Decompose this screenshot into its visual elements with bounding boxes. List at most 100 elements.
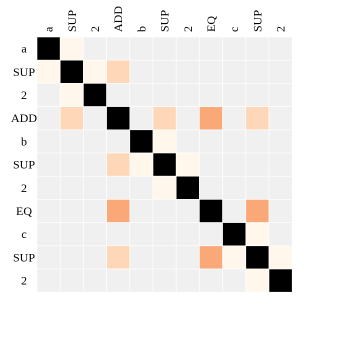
heatmap-cell	[175, 152, 200, 177]
heatmap-cell	[129, 268, 154, 293]
heatmap-cell	[268, 245, 293, 270]
heatmap-cell	[245, 106, 270, 131]
heatmap-cell	[199, 222, 223, 247]
heatmap-cell	[59, 175, 84, 200]
heatmap-cell	[245, 83, 270, 107]
heatmap-cell	[129, 106, 154, 131]
column-labels: a SUP 2 ADD b SUP 2 EQ c SUP 2	[42, 6, 288, 32]
heatmap-cell	[199, 152, 223, 177]
heatmap-cell	[175, 222, 200, 247]
heatmap-cell	[268, 222, 293, 247]
heatmap-cell	[36, 222, 61, 247]
heatmap-cell	[129, 129, 154, 154]
heatmap-cell	[106, 222, 131, 247]
heatmap-cell	[245, 222, 270, 247]
row-label: SUP	[13, 158, 35, 172]
row-label: b	[21, 134, 27, 148]
heatmap-cell	[106, 83, 131, 107]
heatmap-cell	[175, 245, 200, 270]
heatmap-cell	[83, 36, 107, 61]
column-label: ADD	[111, 6, 125, 32]
heatmap-cell	[245, 245, 270, 270]
heatmap-cell	[199, 175, 223, 200]
heatmap-cell	[129, 36, 154, 61]
row-label: EQ	[16, 204, 32, 218]
row-labels: a SUP 2 ADD b SUP 2 EQ c SUP 2	[11, 42, 37, 288]
heatmap-cell	[199, 36, 223, 61]
heatmap-cell	[222, 83, 247, 107]
heatmap-cell	[199, 83, 223, 107]
heatmap-cell	[175, 268, 200, 293]
heatmap-cell	[222, 59, 247, 84]
heatmap-cell	[152, 152, 177, 177]
heatmap-cell	[106, 175, 131, 200]
heatmap-cell	[222, 175, 247, 200]
heatmap-cell	[222, 129, 247, 154]
heatmap-cell	[83, 152, 107, 177]
heatmap-cell	[36, 83, 61, 107]
heatmap-cell	[83, 199, 107, 223]
column-label: 2	[88, 26, 102, 32]
heatmap-cell	[106, 199, 131, 223]
heatmap-cell	[222, 36, 247, 61]
heatmap-cell	[245, 199, 270, 223]
heatmap-cell	[59, 106, 84, 131]
heatmap-cell	[222, 222, 247, 247]
heatmap-cell	[245, 36, 270, 61]
heatmap-cell	[59, 222, 84, 247]
heatmap-cell	[175, 199, 200, 223]
heatmap-cell	[129, 245, 154, 270]
column-label: SUP	[158, 10, 172, 32]
column-label: 2	[181, 26, 195, 32]
heatmap-cell	[245, 59, 270, 84]
heatmap-cell	[268, 175, 293, 200]
heatmap-cell	[59, 199, 84, 223]
heatmap-cell	[59, 268, 84, 293]
column-label: c	[227, 27, 241, 32]
heatmap-cell	[199, 199, 223, 223]
heatmap-cell	[83, 106, 107, 131]
heatmap-cell	[152, 199, 177, 223]
heatmap-cell	[268, 83, 293, 107]
heatmap-cell	[268, 106, 293, 131]
row-label: c	[21, 227, 26, 241]
heatmap-cell	[36, 245, 61, 270]
heatmap-cell	[268, 129, 293, 154]
heatmap-cell	[199, 129, 223, 154]
heatmap-cell	[175, 106, 200, 131]
heatmap-cell	[106, 245, 131, 270]
column-label: SUP	[65, 10, 79, 32]
heatmap-cell	[36, 152, 61, 177]
heatmap-cell	[36, 199, 61, 223]
heatmap-cell	[222, 199, 247, 223]
heatmap-cell	[222, 268, 247, 293]
heatmap-cell	[36, 59, 61, 84]
heatmap-cell	[152, 106, 177, 131]
row-label: 2	[21, 181, 27, 195]
heatmap-cell	[59, 59, 84, 84]
heatmap-cell	[83, 222, 107, 247]
heatmap-cell	[199, 245, 223, 270]
heatmap-cell	[199, 59, 223, 84]
heatmap-cell	[83, 245, 107, 270]
row-label: ADD	[11, 111, 37, 125]
heatmap-cell	[222, 245, 247, 270]
heatmap-cell	[129, 152, 154, 177]
heatmap-cell	[129, 59, 154, 84]
row-label: SUP	[13, 250, 35, 264]
heatmap-cell	[245, 129, 270, 154]
heatmap-cell	[152, 83, 177, 107]
heatmap-cell	[83, 83, 107, 107]
heatmap-cell	[129, 83, 154, 107]
row-label: a	[21, 42, 27, 56]
heatmap-cell	[106, 152, 131, 177]
heatmap-cell	[129, 222, 154, 247]
heatmap-cell	[106, 129, 131, 154]
heatmap-cell	[245, 268, 270, 293]
heatmap-cell	[106, 106, 131, 131]
heatmap-cell	[268, 199, 293, 223]
heatmap-cell	[152, 59, 177, 84]
heatmap-cell	[175, 129, 200, 154]
heatmap-cell	[175, 36, 200, 61]
